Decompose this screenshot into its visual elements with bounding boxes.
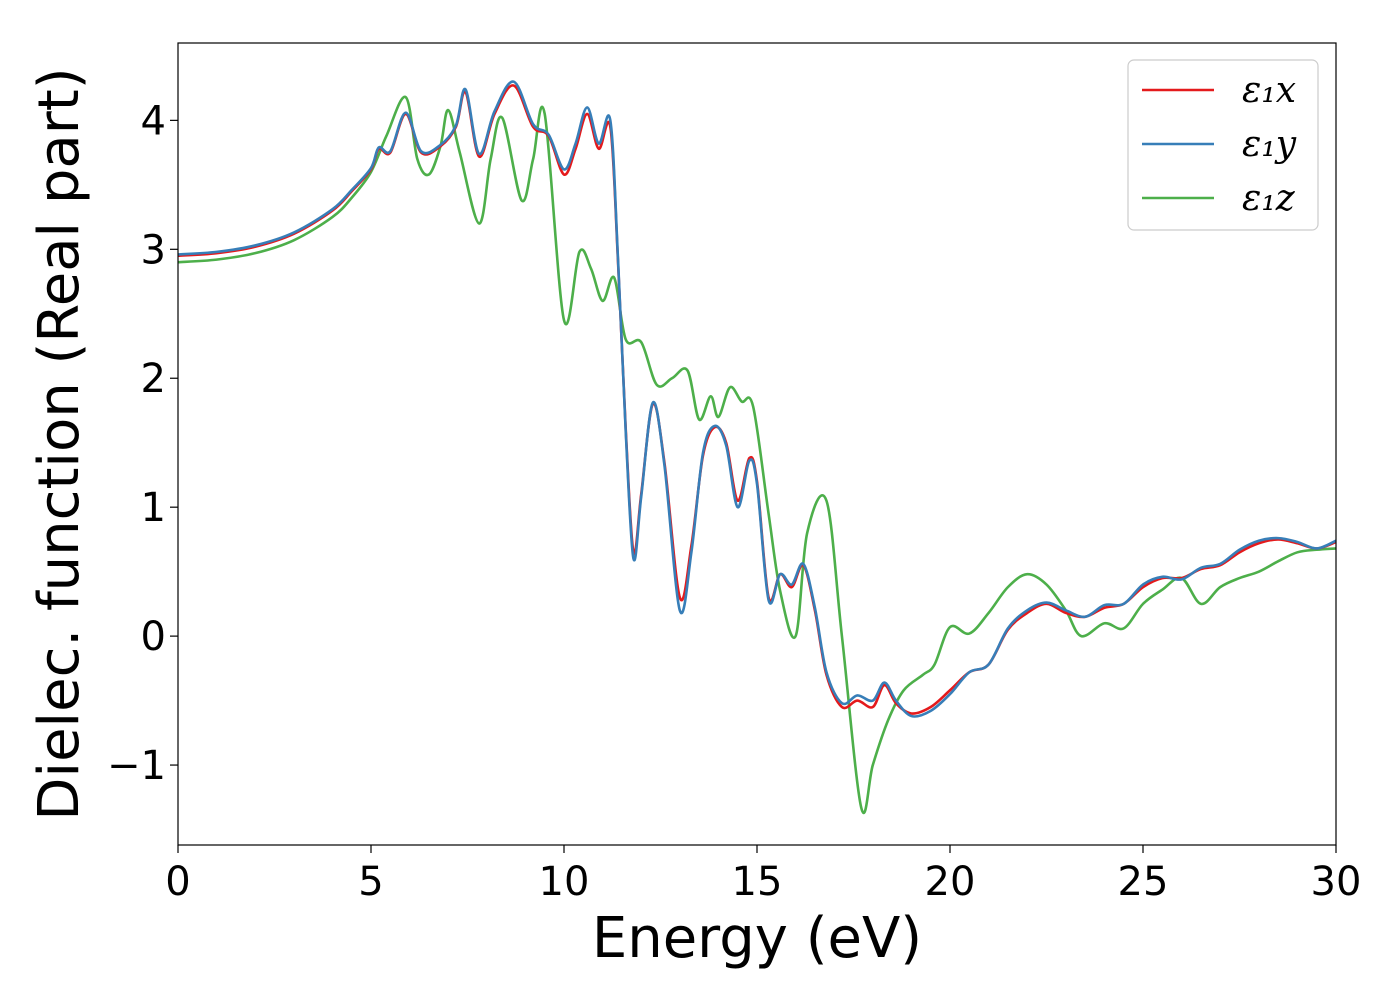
y-tick-label: 2 [141, 356, 166, 402]
legend-box [1127, 59, 1319, 231]
x-tick-label: 25 [1118, 859, 1169, 905]
y-tick-label: 0 [141, 614, 166, 660]
plot-lines [178, 80, 1336, 815]
x-tick-label: 10 [539, 859, 590, 905]
legend-label: ε₁x [1242, 70, 1296, 111]
legend-label: ε₁z [1242, 178, 1296, 219]
legend-label: ε₁y [1242, 124, 1297, 165]
series-line-2 [178, 80, 1336, 718]
y-tick-label: 3 [141, 227, 166, 273]
x-tick-label: 5 [358, 859, 383, 905]
x-tick-label: 15 [732, 859, 783, 905]
y-tick-label: 4 [141, 98, 166, 144]
x-tick-label: 0 [165, 859, 190, 905]
series-line-3 [178, 95, 1336, 815]
y-tick-label: 1 [141, 485, 166, 531]
legend: ε₁x ε₁y ε₁z [1127, 59, 1319, 231]
y-tick-label: −1 [107, 743, 166, 789]
x-axis-title: Energy (eV) [592, 906, 922, 971]
y-axis: −1 0 1 2 3 4 [107, 98, 178, 789]
x-tick-label: 20 [925, 859, 976, 905]
y-axis-title: Dielec. function (Real part) [27, 67, 92, 820]
x-tick-label: 30 [1311, 859, 1362, 905]
x-axis: 0 5 10 15 20 25 30 [165, 845, 1361, 905]
